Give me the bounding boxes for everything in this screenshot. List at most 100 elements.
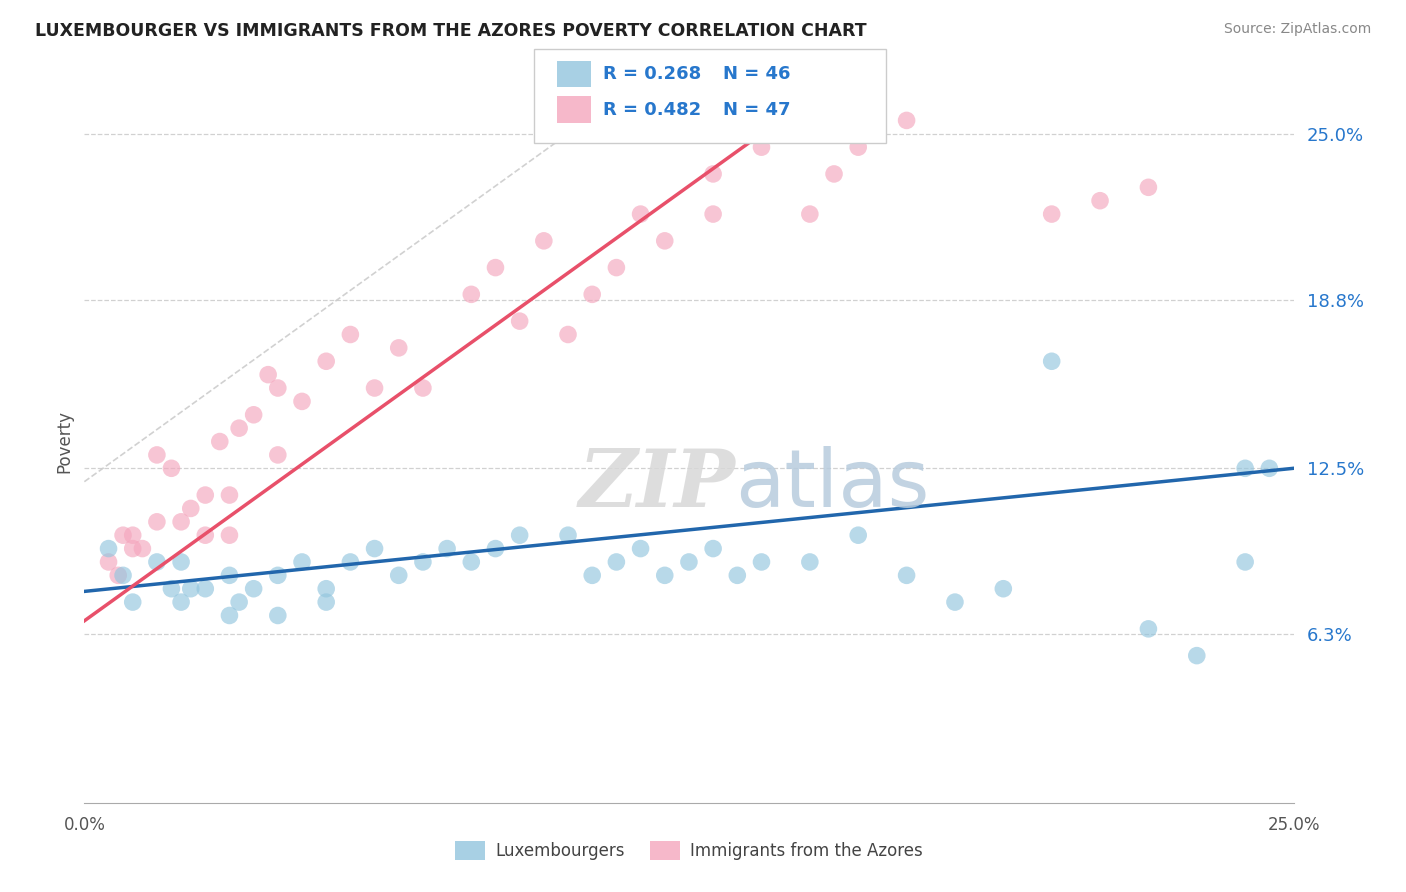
Point [1234, 461, 1257, 475]
Point [267, 381, 290, 395]
Text: LUXEMBOURGER VS IMMIGRANTS FROM THE AZORES POVERTY CORRELATION CHART: LUXEMBOURGER VS IMMIGRANTS FROM THE AZOR… [35, 22, 866, 40]
Point [112, 528, 135, 542]
Point [605, 260, 627, 275]
Point [146, 448, 169, 462]
Point [315, 354, 337, 368]
Point [267, 608, 290, 623]
Point [267, 568, 290, 582]
Point [460, 555, 482, 569]
Point [170, 515, 193, 529]
Point [654, 234, 676, 248]
Point [412, 555, 434, 569]
Point [943, 595, 966, 609]
Text: N = 46: N = 46 [723, 65, 790, 83]
Point [533, 234, 555, 248]
Point [846, 140, 869, 154]
Text: N = 47: N = 47 [723, 101, 790, 119]
Point [1040, 207, 1063, 221]
Point [228, 595, 250, 609]
Point [436, 541, 458, 556]
Point [460, 287, 482, 301]
Point [1185, 648, 1208, 663]
Text: R = 0.482: R = 0.482 [603, 101, 702, 119]
Point [1258, 461, 1281, 475]
Point [121, 541, 143, 556]
Point [702, 167, 724, 181]
Point [412, 381, 434, 395]
Point [557, 327, 579, 342]
Point [509, 528, 531, 542]
Point [846, 528, 869, 542]
Point [218, 608, 240, 623]
Point [146, 515, 169, 529]
Point [257, 368, 280, 382]
Text: R = 0.268: R = 0.268 [603, 65, 702, 83]
Point [1040, 354, 1063, 368]
Point [484, 260, 506, 275]
Text: atlas: atlas [735, 446, 929, 524]
Point [557, 528, 579, 542]
Point [799, 555, 821, 569]
Point [267, 448, 290, 462]
Point [218, 528, 240, 542]
Legend: Luxembourgers, Immigrants from the Azores: Luxembourgers, Immigrants from the Azore… [449, 834, 929, 867]
Point [702, 207, 724, 221]
Point [180, 582, 202, 596]
Point [678, 555, 700, 569]
Point [160, 582, 183, 596]
Point [194, 488, 217, 502]
Point [484, 541, 506, 556]
Point [112, 568, 135, 582]
Point [1137, 622, 1160, 636]
Point [194, 582, 217, 596]
Point [751, 140, 773, 154]
Point [725, 568, 748, 582]
Point [131, 541, 153, 556]
Point [799, 207, 821, 221]
Point [315, 595, 337, 609]
Point [121, 528, 143, 542]
Point [751, 555, 773, 569]
Point [896, 113, 918, 128]
Point [97, 541, 120, 556]
Point [363, 381, 385, 395]
Point [339, 555, 361, 569]
Point [242, 408, 264, 422]
Point [218, 488, 240, 502]
Point [208, 434, 231, 449]
Point [1234, 555, 1257, 569]
Point [291, 394, 314, 409]
Point [170, 555, 193, 569]
Point [896, 568, 918, 582]
Point [180, 501, 202, 516]
Point [1137, 180, 1160, 194]
Point [228, 421, 250, 435]
Point [581, 568, 603, 582]
Point [388, 341, 411, 355]
Point [388, 568, 411, 582]
Point [121, 595, 143, 609]
Point [363, 541, 385, 556]
Point [315, 582, 337, 596]
Point [993, 582, 1015, 596]
Point [242, 582, 264, 596]
Point [146, 555, 169, 569]
Point [291, 555, 314, 569]
Point [170, 595, 193, 609]
Point [107, 568, 129, 582]
Text: Source: ZipAtlas.com: Source: ZipAtlas.com [1223, 22, 1371, 37]
Point [605, 555, 627, 569]
Text: ZIP: ZIP [578, 446, 735, 524]
Point [97, 555, 120, 569]
Point [509, 314, 531, 328]
Y-axis label: Poverty: Poverty [55, 410, 73, 473]
Point [1088, 194, 1111, 208]
Point [654, 568, 676, 582]
Point [702, 541, 724, 556]
Point [823, 167, 845, 181]
Point [751, 127, 773, 141]
Point [630, 207, 652, 221]
Point [194, 528, 217, 542]
Point [339, 327, 361, 342]
Point [218, 568, 240, 582]
